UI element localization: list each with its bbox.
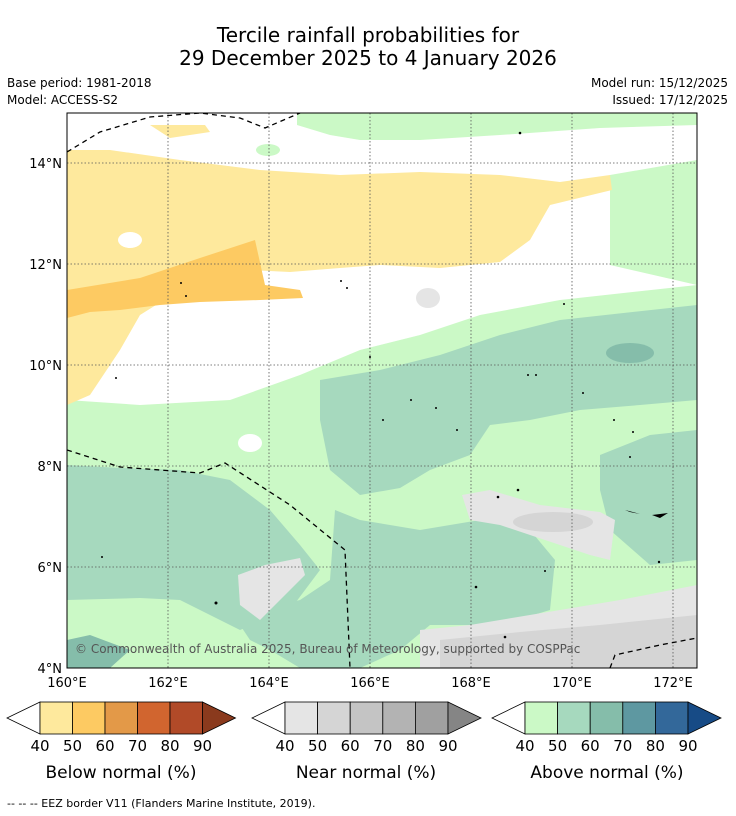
cb-tick: 60 bbox=[581, 737, 600, 755]
lat-label: 10°N bbox=[29, 359, 62, 374]
colorbar-title-below: Below normal (%) bbox=[46, 763, 197, 783]
cb-tick: 80 bbox=[160, 737, 179, 755]
colorbar-near-normal bbox=[251, 701, 482, 735]
colorbar-segment bbox=[414, 701, 449, 735]
colorbar-low-arrow bbox=[491, 701, 526, 735]
model-run: Model run: 15/12/2025 bbox=[590, 76, 728, 90]
near-normal-40-west bbox=[238, 558, 305, 620]
above-normal-50-south bbox=[240, 510, 555, 668]
colorbar-segment bbox=[317, 701, 351, 735]
cb-tick: 60 bbox=[341, 737, 360, 755]
issued-date: Issued: 17/12/2025 bbox=[612, 93, 728, 107]
colorbar-segment bbox=[655, 701, 689, 735]
near-normal-50-center bbox=[513, 512, 593, 532]
colorbar-high-arrow bbox=[687, 701, 722, 735]
cb-tick: 40 bbox=[275, 737, 294, 755]
latitude-labels: 14°N 12°N 10°N 8°N 6°N 4°N bbox=[29, 157, 62, 677]
map-fill-layer bbox=[67, 113, 697, 668]
colorbar-segment bbox=[557, 701, 591, 735]
colorbar-segment bbox=[72, 701, 106, 735]
cb-tick: 70 bbox=[373, 737, 392, 755]
above-normal-60-region bbox=[67, 635, 130, 668]
cb-tick: 70 bbox=[613, 737, 632, 755]
cb-tick: 90 bbox=[193, 737, 212, 755]
colorbar-below-normal bbox=[6, 701, 237, 735]
colorbar-title-near: Near normal (%) bbox=[296, 763, 436, 783]
lon-label: 170°E bbox=[552, 676, 592, 691]
cb-tick: 60 bbox=[95, 737, 114, 755]
cb-tick: 50 bbox=[548, 737, 567, 755]
map-frame bbox=[66, 112, 698, 669]
white-pocket-2 bbox=[238, 434, 262, 452]
cb-tick: 40 bbox=[515, 737, 534, 755]
lon-label: 160°E bbox=[47, 676, 87, 691]
map-gridlines bbox=[67, 113, 697, 668]
lat-label: 14°N bbox=[29, 157, 62, 172]
colorbar-segment bbox=[524, 701, 558, 735]
cb-tick: 90 bbox=[678, 737, 697, 755]
colorbar-titles: Below normal (%) Near normal (%) Above n… bbox=[46, 763, 684, 783]
colorbar-segment bbox=[622, 701, 656, 735]
below-normal-40-region bbox=[67, 150, 612, 405]
model-name: Model: ACCESS-S2 bbox=[7, 93, 119, 107]
map-copyright: © Commonwealth of Australia 2025, Bureau… bbox=[75, 642, 580, 656]
white-pocket-3 bbox=[256, 144, 280, 156]
colorbar-ticks: 40 50 60 70 80 90 40 50 60 70 80 90 40 5… bbox=[30, 737, 697, 755]
colorbar-high-arrow bbox=[447, 701, 482, 735]
near-normal-50-south bbox=[440, 615, 697, 668]
colorbar-segment bbox=[349, 701, 384, 735]
lon-label: 166°E bbox=[350, 676, 390, 691]
colorbar-low-arrow bbox=[251, 701, 286, 735]
eez-border bbox=[67, 113, 697, 668]
above-normal-40-east bbox=[610, 160, 697, 285]
islands bbox=[101, 131, 668, 639]
lat-label: 12°N bbox=[29, 258, 62, 273]
white-pocket-1 bbox=[118, 232, 142, 248]
cb-tick: 80 bbox=[646, 737, 665, 755]
colorbar-segment bbox=[137, 701, 171, 735]
cb-tick: 80 bbox=[406, 737, 425, 755]
lon-label: 162°E bbox=[148, 676, 188, 691]
colorbar-segment bbox=[382, 701, 416, 735]
title-line-1: Tercile rainfall probabilities for bbox=[216, 23, 520, 47]
cb-tick: 50 bbox=[63, 737, 82, 755]
below-normal-50-region bbox=[67, 240, 303, 318]
above-normal-40-north bbox=[297, 113, 697, 140]
title-line-2: 29 December 2025 to 4 January 2026 bbox=[179, 46, 557, 70]
lat-label: 6°N bbox=[38, 561, 63, 576]
colorbar-title-above: Above normal (%) bbox=[530, 763, 683, 783]
above-normal-50-center bbox=[320, 305, 697, 495]
cb-tick: 70 bbox=[128, 737, 147, 755]
lon-label: 168°E bbox=[451, 676, 491, 691]
longitude-labels: 160°E 162°E 164°E 166°E 168°E 170°E 172°… bbox=[47, 676, 693, 691]
below-normal-40-north bbox=[150, 125, 210, 138]
cb-tick: 90 bbox=[438, 737, 457, 755]
colorbar-segment bbox=[104, 701, 138, 735]
cb-tick: 50 bbox=[308, 737, 327, 755]
near-normal-40-spot bbox=[416, 288, 440, 308]
colorbar-segment bbox=[589, 701, 624, 735]
cb-tick: 40 bbox=[30, 737, 49, 755]
lat-label: 4°N bbox=[38, 662, 63, 677]
lat-label: 8°N bbox=[38, 460, 63, 475]
base-period: Base period: 1981-2018 bbox=[7, 76, 152, 90]
lon-label: 172°E bbox=[653, 676, 693, 691]
eez-footnote: -- -- -- EEZ border V11 (Flanders Marine… bbox=[7, 797, 315, 810]
colorbar-segment bbox=[39, 701, 73, 735]
colorbar-above-normal bbox=[491, 701, 722, 735]
colorbar-segment bbox=[284, 701, 318, 735]
colorbar-low-arrow bbox=[6, 701, 41, 735]
lon-label: 164°E bbox=[249, 676, 289, 691]
colorbar-high-arrow bbox=[202, 701, 237, 735]
colorbar-segment bbox=[169, 701, 203, 735]
above-normal-70-spot bbox=[606, 343, 654, 363]
